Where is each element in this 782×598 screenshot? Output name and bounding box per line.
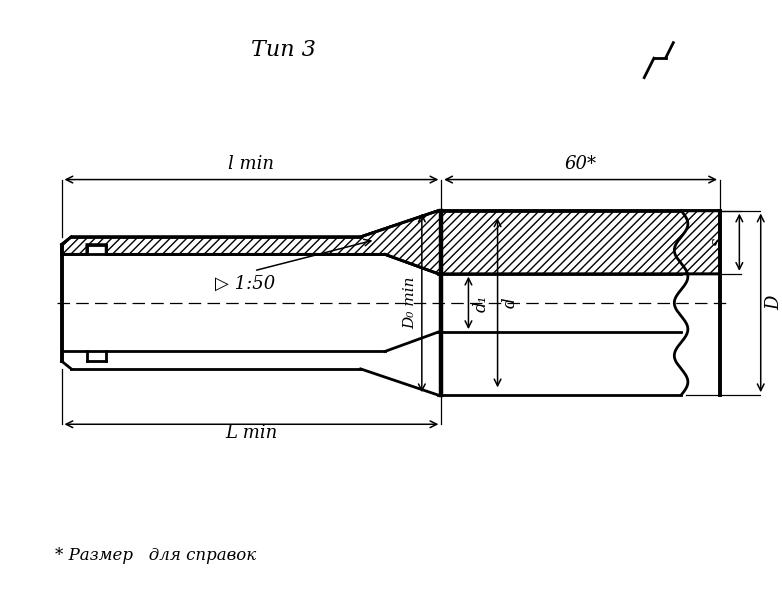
Text: l min: l min [228,155,274,173]
Text: D: D [766,295,782,310]
Text: d₁: d₁ [472,294,490,312]
Polygon shape [62,210,720,274]
Text: ▷ 1:50: ▷ 1:50 [215,274,275,292]
Polygon shape [62,210,720,274]
Text: 60*: 60* [565,155,597,173]
Text: Тип 3: Тип 3 [250,39,315,62]
Text: s: s [708,238,726,246]
Text: * Размер   для справок: * Размер для справок [55,547,256,564]
Text: L min: L min [225,424,278,442]
Text: D₀ min: D₀ min [403,277,417,329]
Text: d: d [501,298,518,308]
